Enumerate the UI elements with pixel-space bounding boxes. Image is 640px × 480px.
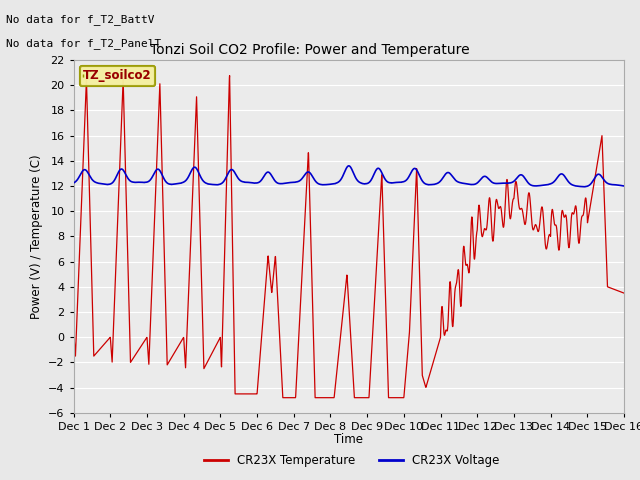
Legend: TZ_soilco2: TZ_soilco2 (79, 66, 156, 86)
Legend: CR23X Temperature, CR23X Voltage: CR23X Temperature, CR23X Voltage (200, 449, 504, 472)
X-axis label: Time: Time (334, 433, 364, 446)
Text: Tonzi Soil CO2 Profile: Power and Temperature: Tonzi Soil CO2 Profile: Power and Temper… (150, 44, 470, 58)
Text: No data for f_T2_BattV: No data for f_T2_BattV (6, 14, 155, 25)
Text: No data for f_T2_PanelT: No data for f_T2_PanelT (6, 38, 162, 49)
Y-axis label: Power (V) / Temperature (C): Power (V) / Temperature (C) (29, 154, 42, 319)
